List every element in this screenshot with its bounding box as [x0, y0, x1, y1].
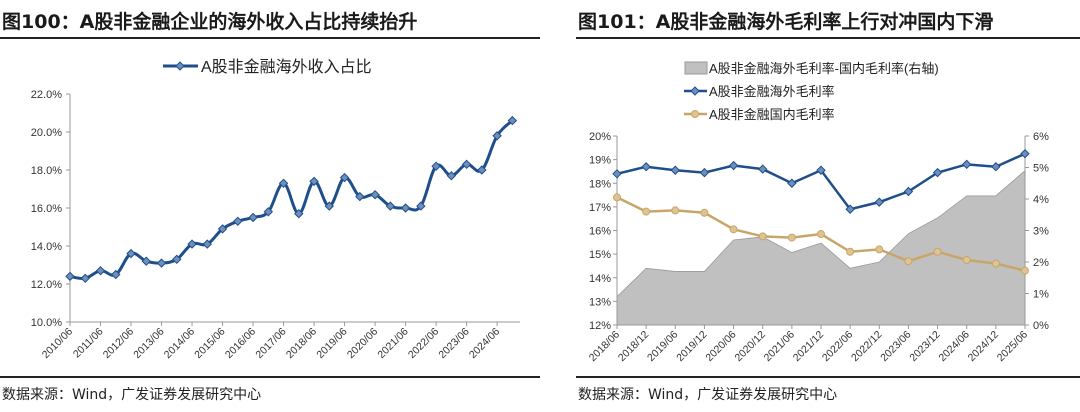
y-tick-label: 14.0% — [31, 241, 62, 253]
data-point — [507, 115, 518, 126]
data-point — [141, 256, 151, 266]
data-point — [126, 248, 136, 259]
data-point — [294, 208, 304, 219]
data-point — [248, 212, 258, 223]
x-tick-label: 2012/06 — [101, 326, 136, 361]
y-tick-label: 18.0% — [31, 165, 62, 177]
data-point — [446, 170, 457, 181]
x-tick-label: 2023/06 — [436, 326, 471, 361]
x-tick-label: 2017/06 — [253, 326, 288, 361]
data-point — [416, 201, 426, 211]
data-point — [339, 172, 350, 183]
panel-right: 图101：A股非金融海外毛利率上行对冲国内下滑 数据来源：Wind，广发证券发展… — [576, 0, 1080, 412]
bottom-rule — [0, 376, 540, 378]
title-rule — [576, 37, 1080, 39]
data-point — [461, 159, 472, 170]
data-point — [80, 273, 90, 284]
data-point — [370, 189, 380, 200]
x-tick-label: 2018/06 — [284, 326, 319, 361]
data-point — [175, 61, 185, 71]
series-line — [69, 119, 514, 281]
data-point — [111, 269, 121, 280]
y-tick-label: 22.0% — [31, 89, 62, 101]
data-point — [187, 239, 197, 249]
data-point — [278, 178, 289, 189]
data-point — [355, 191, 365, 202]
legend-label: A股非金融海外收入占比 — [201, 58, 372, 76]
data-point — [400, 203, 411, 213]
data-point — [156, 258, 167, 268]
x-tick-label: 2013/06 — [131, 326, 166, 361]
y-tick-label: 12.0% — [31, 279, 62, 291]
data-point — [431, 161, 441, 171]
data-point — [202, 239, 212, 249]
data-point — [492, 131, 502, 141]
source-note: 数据来源：Wind，广发证券发展研究中心 — [2, 387, 262, 403]
data-point — [217, 224, 228, 234]
data-point — [233, 216, 243, 227]
data-point — [95, 265, 106, 276]
data-point — [263, 207, 274, 217]
x-tick-label: 2016/06 — [223, 326, 258, 361]
x-tick-label: 2010/06 — [40, 326, 75, 361]
x-tick-label: 2014/06 — [162, 326, 197, 361]
x-tick-label: 2022/06 — [406, 326, 441, 361]
y-tick-label: 10.0% — [31, 317, 62, 329]
chart-left: 10.0% 12.0% 14.0% 16.0% 18.0% 20.0% 22.0% 2010/… — [31, 58, 520, 361]
data-point — [324, 201, 335, 211]
y-tick-label: 16.0% — [31, 203, 62, 215]
chart-title: 图100：A股非金融企业的海外收入占比持续抬升 — [2, 11, 418, 33]
data-point — [385, 201, 396, 211]
panel-left: 图100：A股非金融企业的海外收入占比持续抬升 10.0% 12.0% 14.0% 1… — [0, 11, 540, 403]
chart-title: 图101：A股非金融海外毛利率上行对冲国内下滑 — [578, 11, 994, 33]
data-point — [309, 176, 319, 187]
data-point — [65, 271, 75, 282]
x-tick-label: 2020/06 — [345, 326, 380, 361]
data-point — [477, 165, 487, 175]
x-tick-label: 2019/06 — [314, 326, 349, 361]
x-tick-label: 2024/06 — [467, 326, 502, 361]
bottom-rule — [576, 376, 1080, 378]
x-tick-label: 2021/06 — [375, 326, 410, 361]
x-tick-label: 2011/06 — [71, 326, 106, 361]
y-tick-label: 20.0% — [31, 127, 62, 139]
data-point — [172, 254, 182, 265]
x-tick-label: 2015/06 — [192, 326, 227, 361]
source-note: 数据来源：Wind，广发证券发展研究中心 — [578, 387, 838, 403]
title-rule — [0, 37, 540, 39]
